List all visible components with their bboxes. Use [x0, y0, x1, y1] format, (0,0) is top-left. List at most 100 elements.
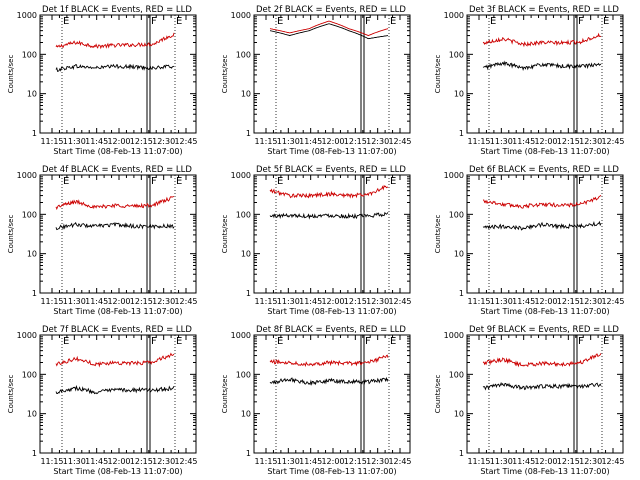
- panel-title: Det 7f BLACK = Events, RED = LLD: [42, 325, 192, 335]
- panel-title: Det 1f BLACK = Events, RED = LLD: [42, 5, 192, 15]
- y-tick-label: 1000: [444, 331, 464, 340]
- y-tick-label: 1000: [231, 331, 251, 340]
- y-tick-label: 1000: [17, 171, 37, 180]
- y-tick-label: 1000: [231, 171, 251, 180]
- event-marker-label: F: [365, 176, 371, 187]
- series-line: [482, 60, 602, 71]
- event-marker-label: E: [390, 336, 396, 347]
- x-tick-label: 12:00: [107, 297, 130, 306]
- event-marker-label: E: [390, 16, 396, 27]
- x-tick-label: 12:15: [130, 137, 153, 146]
- series-line: [269, 211, 389, 220]
- x-tick-label: 12:15: [130, 457, 153, 466]
- axes-frame: [466, 174, 624, 294]
- x-tick-label: 11:45: [299, 137, 322, 146]
- panel-title: Det 5f BLACK = Events, RED = LLD: [256, 165, 406, 175]
- event-marker-label: E: [176, 336, 182, 347]
- y-axis-label: Counts/sec: [434, 55, 442, 94]
- event-marker-label: E: [176, 16, 182, 27]
- y-tick-label: 10: [27, 250, 37, 259]
- x-tick-label: 12:30: [579, 297, 602, 306]
- x-tick-label: 12:30: [366, 137, 389, 146]
- series-line: [482, 32, 602, 48]
- x-tick-label: 11:15: [254, 297, 277, 306]
- x-tick-label: 11:15: [254, 137, 277, 146]
- event-marker-label: F: [151, 176, 157, 187]
- y-tick-label: 1: [246, 129, 251, 138]
- x-tick-label: 11:45: [85, 137, 108, 146]
- x-tick-label: 12:00: [534, 297, 557, 306]
- x-tick-label: 12:15: [557, 457, 580, 466]
- y-axis-label: Counts/sec: [221, 375, 229, 414]
- x-axis-label: Start Time (08-Feb-13 11:07:00): [480, 307, 609, 316]
- panel-det-5: Det 5f BLACK = Events, RED = LLD 1 10 100 10…: [221, 165, 412, 316]
- panel-det-3: Det 3f BLACK = Events, RED = LLD 1 10 100 10…: [434, 5, 625, 156]
- event-marker-label: F: [151, 336, 157, 347]
- x-tick-label: 11:15: [467, 137, 490, 146]
- event-marker-label: E: [490, 336, 496, 347]
- x-tick-label: 11:15: [254, 457, 277, 466]
- panel-det-8: Det 8f BLACK = Events, RED = LLD 1 10 100 10…: [221, 325, 412, 476]
- y-axis-label: Counts/sec: [7, 215, 15, 254]
- event-marker-label: E: [176, 176, 182, 187]
- y-tick-label: 10: [27, 410, 37, 419]
- x-tick-label: 11:30: [277, 297, 300, 306]
- panel-title: Det 4f BLACK = Events, RED = LLD: [42, 165, 192, 175]
- series-line: [55, 221, 175, 231]
- x-tick-label: 11:45: [85, 457, 108, 466]
- x-tick-label: 12:45: [388, 457, 411, 466]
- event-marker-label: E: [63, 336, 69, 347]
- axes-frame: [39, 14, 197, 134]
- x-axis-label: Start Time (08-Feb-13 11:07:00): [267, 467, 396, 476]
- x-tick-label: 11:30: [490, 137, 513, 146]
- y-tick-label: 1: [32, 129, 37, 138]
- y-tick-label: 1000: [444, 171, 464, 180]
- x-axis-label: Start Time (08-Feb-13 11:07:00): [53, 147, 182, 156]
- x-tick-label: 12:15: [344, 297, 367, 306]
- panel-title: Det 3f BLACK = Events, RED = LLD: [469, 5, 619, 15]
- panel-title: Det 6f BLACK = Events, RED = LLD: [469, 165, 619, 175]
- x-tick-label: 11:30: [277, 457, 300, 466]
- y-axis-label: Counts/sec: [434, 375, 442, 414]
- y-tick-label: 10: [241, 250, 251, 259]
- y-tick-label: 1000: [444, 11, 464, 20]
- y-tick-label: 1: [459, 289, 464, 298]
- x-tick-label: 12:45: [601, 297, 624, 306]
- x-axis-label: Start Time (08-Feb-13 11:07:00): [53, 467, 182, 476]
- axes-frame: [466, 334, 624, 454]
- x-axis-label: Start Time (08-Feb-13 11:07:00): [267, 307, 396, 316]
- x-tick-label: 12:00: [321, 297, 344, 306]
- x-tick-label: 12:15: [557, 297, 580, 306]
- series-line: [269, 23, 389, 40]
- event-marker-label: F: [578, 16, 584, 27]
- event-marker-label: F: [365, 336, 371, 347]
- event-marker-label: F: [578, 336, 584, 347]
- x-tick-label: 12:45: [174, 137, 197, 146]
- event-marker-label: E: [63, 176, 69, 187]
- x-tick-label: 11:45: [512, 457, 535, 466]
- series-line: [55, 196, 175, 211]
- x-tick-label: 12:00: [321, 457, 344, 466]
- event-marker-label: E: [490, 16, 496, 27]
- series-line: [269, 376, 389, 386]
- y-axis-label: Counts/sec: [7, 375, 15, 414]
- panel-det-7: Det 7f BLACK = Events, RED = LLD 1 10 100 10…: [7, 325, 198, 476]
- x-tick-label: 12:00: [534, 137, 557, 146]
- y-tick-label: 10: [27, 90, 37, 99]
- y-tick-label: 1000: [17, 331, 37, 340]
- x-tick-label: 12:15: [130, 297, 153, 306]
- y-tick-label: 1: [459, 449, 464, 458]
- panel-title: Det 2f BLACK = Events, RED = LLD: [256, 5, 406, 15]
- event-marker-label: F: [151, 16, 157, 27]
- x-tick-label: 12:15: [344, 137, 367, 146]
- x-tick-label: 11:45: [299, 457, 322, 466]
- x-tick-label: 12:15: [557, 137, 580, 146]
- series-line: [55, 352, 175, 368]
- event-marker-label: E: [63, 16, 69, 27]
- x-tick-label: 11:45: [299, 297, 322, 306]
- event-marker-label: E: [490, 176, 496, 187]
- panel-det-1: Det 1f BLACK = Events, RED = LLD 1 10 100 10…: [7, 5, 198, 156]
- axes-frame: [253, 14, 411, 134]
- x-tick-label: 11:45: [85, 297, 108, 306]
